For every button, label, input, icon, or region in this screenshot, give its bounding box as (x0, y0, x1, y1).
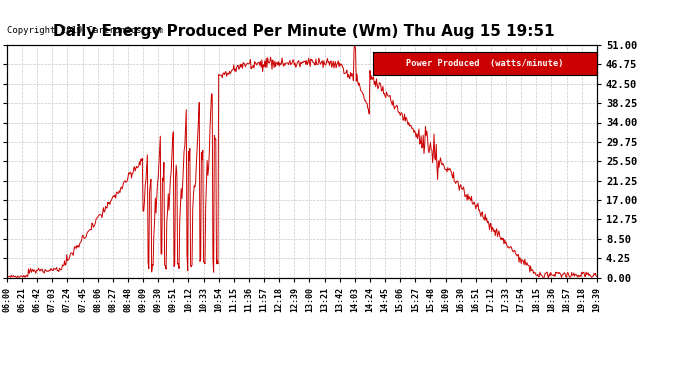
Text: Copyright 2019 Cartronics.com: Copyright 2019 Cartronics.com (7, 26, 163, 35)
Text: Daily Energy Produced Per Minute (Wm) Thu Aug 15 19:51: Daily Energy Produced Per Minute (Wm) Th… (53, 24, 554, 39)
